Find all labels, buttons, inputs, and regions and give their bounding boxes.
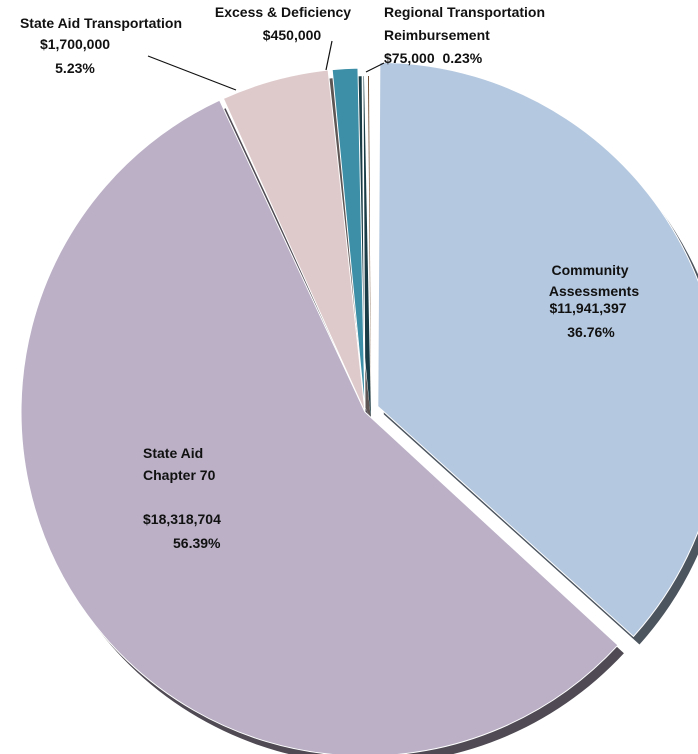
- slice-percent-community: 36.76%: [567, 324, 615, 340]
- slice-label-regional-2: Reimbursement: [384, 27, 490, 43]
- slice-excess-deficiency: [331, 67, 366, 413]
- slice-value-regional: $75,000: [384, 50, 435, 66]
- slice-value-percent-regional: $75,000 0.23%: [384, 50, 483, 66]
- slice-percent-chapter70: 56.39%: [173, 535, 221, 551]
- slice-state-aid-transportation: [222, 69, 366, 413]
- slice-labels: Community Assessments $11,941,397 36.76%…: [20, 4, 639, 551]
- slice-label-chapter70-1: State Aid: [143, 445, 203, 461]
- slice-value-community: $11,941,397: [549, 300, 626, 316]
- slice-label-community-2: Assessments: [549, 283, 639, 299]
- leader-line-excess: [325, 40, 333, 71]
- leader-lines: [147, 40, 385, 91]
- leader-line-regional: [365, 62, 385, 73]
- slice-label-chapter70-2: Chapter 70: [143, 467, 216, 483]
- slice-label-transportation: State Aid Transportation: [20, 15, 182, 31]
- slice-regional-transportation-reimbursement: [361, 67, 366, 413]
- slice-value-excess: $450,000: [263, 27, 322, 43]
- leader-line-transportation: [147, 55, 237, 91]
- slice-state-aid-chapter-70: [20, 99, 619, 754]
- slice-label-community-1: Community: [552, 262, 629, 278]
- pie-slices: [20, 61, 698, 754]
- slice-value-transportation: $1,700,000: [40, 36, 110, 52]
- slice-label-excess: Excess & Deficiency: [215, 4, 351, 20]
- slice-label-regional-1: Regional Transportation: [384, 4, 545, 20]
- slice-percent-transportation: 5.23%: [55, 60, 95, 76]
- slice-community-assessments: [377, 61, 698, 638]
- slice-shadow-regional-transportation-reimbursement: [368, 76, 371, 421]
- slice-value-chapter70: $18,318,704: [143, 511, 221, 527]
- slice-percent-regional: 0.23%: [443, 50, 483, 66]
